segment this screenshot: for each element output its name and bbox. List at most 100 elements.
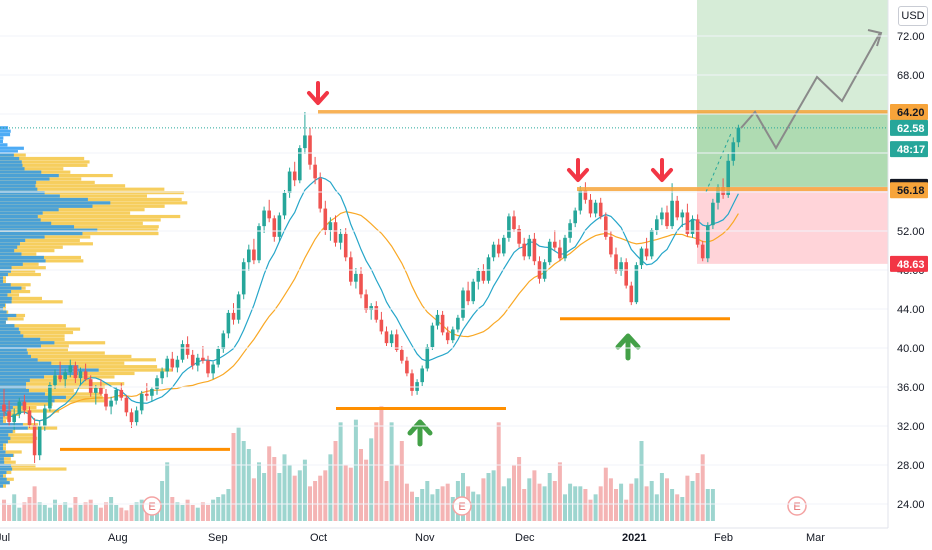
volume-bar bbox=[665, 478, 669, 521]
time-tick-label: Feb bbox=[714, 532, 733, 544]
profile-bar-down bbox=[0, 283, 11, 287]
currency-label: USD bbox=[901, 10, 925, 22]
volume-bar bbox=[170, 497, 175, 521]
level-resistance-high bbox=[318, 110, 888, 115]
volume-bar bbox=[297, 470, 302, 521]
profile-bar-up bbox=[0, 235, 91, 239]
profile-bar-up bbox=[0, 187, 165, 191]
candle-body bbox=[644, 248, 649, 257]
profile-bar-up bbox=[0, 433, 36, 437]
candle-body bbox=[527, 238, 532, 257]
profile-bar-down bbox=[0, 375, 45, 379]
profile-bar-down bbox=[0, 317, 8, 321]
profile-bar-down bbox=[0, 160, 22, 164]
volume-bar bbox=[277, 473, 282, 521]
candle-body bbox=[104, 393, 108, 407]
profile-bar-up bbox=[0, 283, 31, 287]
profile-bar-down bbox=[0, 484, 3, 488]
candle-body bbox=[619, 262, 623, 271]
candle-body bbox=[88, 379, 93, 393]
volume-bar bbox=[104, 502, 108, 521]
volume-bar bbox=[471, 491, 476, 521]
profile-bar-up bbox=[0, 348, 68, 352]
profile-bar-down bbox=[0, 221, 52, 225]
profile-bar-down bbox=[0, 467, 13, 471]
volume-bar bbox=[53, 499, 57, 521]
candle-body bbox=[308, 135, 312, 165]
profile-bar-down bbox=[0, 477, 7, 481]
volume-bar bbox=[394, 465, 399, 521]
price-tag-label: 56.18 bbox=[897, 185, 925, 197]
candle-body bbox=[593, 202, 598, 214]
volume-bar bbox=[389, 422, 394, 521]
profile-bar-down bbox=[0, 423, 23, 427]
candle-body bbox=[624, 262, 628, 286]
profile-bar-up bbox=[0, 361, 125, 365]
candle-body bbox=[313, 164, 317, 179]
profile-bar-down bbox=[0, 341, 55, 345]
profile-bar-down bbox=[0, 433, 9, 437]
profile-bar-up bbox=[0, 334, 65, 338]
profile-bar-up bbox=[0, 197, 182, 202]
profile-bar-up bbox=[0, 167, 64, 171]
volume-bar bbox=[435, 489, 440, 521]
profile-bar-down bbox=[0, 351, 28, 355]
profile-bar-up bbox=[0, 242, 93, 246]
profile-bar-down bbox=[0, 334, 24, 338]
volume-bar bbox=[517, 457, 522, 521]
volume-bar bbox=[88, 499, 93, 521]
candle-body bbox=[22, 401, 27, 411]
volume-bar bbox=[634, 478, 639, 521]
candle-body bbox=[338, 233, 343, 243]
profile-bar-down bbox=[0, 191, 45, 195]
volume-bar bbox=[481, 478, 486, 521]
arrow-down-oct-head bbox=[307, 91, 329, 105]
volume-bar bbox=[675, 494, 680, 521]
volume-bar bbox=[236, 427, 241, 521]
candle-body bbox=[292, 171, 297, 181]
candle-body bbox=[12, 414, 16, 423]
time-tick-label: Nov bbox=[415, 532, 435, 544]
candle-body bbox=[614, 254, 618, 271]
candle-body bbox=[440, 314, 445, 333]
volume-bar bbox=[114, 505, 119, 521]
profile-bar-up bbox=[0, 375, 115, 379]
candle-body bbox=[481, 270, 486, 281]
profile-bar-up bbox=[0, 225, 159, 229]
profile-bar-down bbox=[0, 348, 27, 352]
candle-body bbox=[99, 387, 103, 394]
volume-bar bbox=[17, 507, 22, 521]
volume-bar bbox=[445, 483, 450, 521]
volume-bar bbox=[22, 502, 27, 521]
candle-body bbox=[430, 325, 435, 348]
volume-bar bbox=[12, 494, 17, 521]
candle-body bbox=[476, 270, 481, 282]
volume-bar bbox=[379, 406, 384, 521]
currency-badge[interactable]: USD bbox=[898, 6, 928, 26]
candle-body bbox=[277, 215, 282, 237]
volume-bar bbox=[139, 499, 144, 521]
profile-bar-down bbox=[0, 245, 18, 249]
candle-body bbox=[598, 202, 603, 217]
candle-body bbox=[37, 426, 42, 456]
profile-bar-up bbox=[0, 289, 31, 294]
candle-body bbox=[343, 233, 348, 258]
profile-bar-down bbox=[0, 204, 93, 208]
profile-bar-down bbox=[0, 286, 22, 290]
candle-body bbox=[78, 371, 83, 379]
profile-bar-down bbox=[0, 255, 44, 260]
profile-bar-up bbox=[0, 460, 16, 464]
candle-body bbox=[532, 238, 537, 262]
profile-bar-up bbox=[0, 300, 63, 304]
profile-bar-down bbox=[0, 324, 15, 328]
profile-bar-up bbox=[0, 382, 125, 386]
candle-body bbox=[328, 222, 333, 231]
volume-bar bbox=[410, 491, 414, 521]
volume-bar bbox=[527, 478, 532, 521]
profile-bar-up bbox=[0, 351, 105, 355]
candle-body bbox=[655, 219, 659, 231]
dashed-trend bbox=[705, 133, 732, 193]
volume-bar bbox=[129, 505, 134, 521]
